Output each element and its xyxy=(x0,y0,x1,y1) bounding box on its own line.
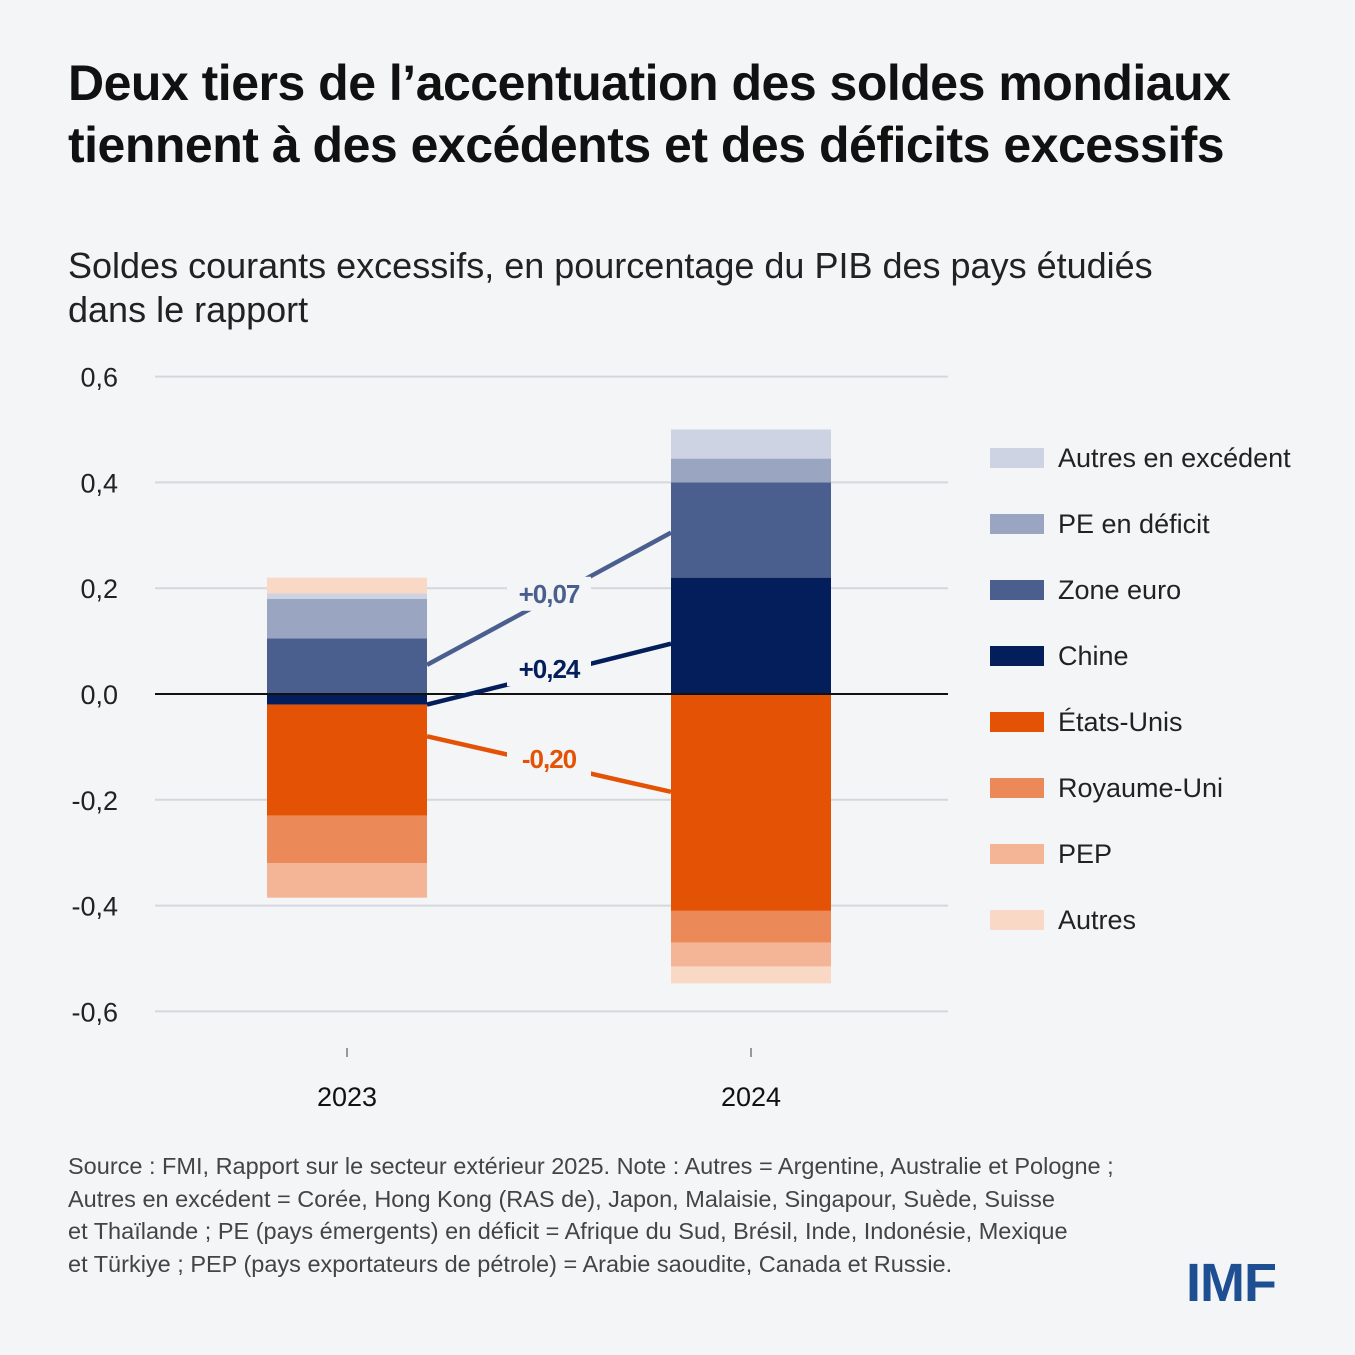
bar-segment-royaume-uni-2024 xyxy=(671,910,831,943)
bar-segment-autres-2024 xyxy=(671,966,831,984)
change-label-bg xyxy=(507,742,591,777)
legend-item: Autres xyxy=(990,887,1291,953)
bar-segment-zone-euro-2023 xyxy=(267,638,427,694)
legend-item: PE en déficit xyxy=(990,491,1291,557)
y-tick-label: 0,2 xyxy=(80,574,118,604)
bar-segment-pe-en-d-ficit-2023 xyxy=(267,598,427,639)
bar-segment-royaume-uni-2023 xyxy=(267,815,427,864)
legend-label: Chine xyxy=(1058,640,1129,671)
change-label: +0,24 xyxy=(519,654,581,684)
y-tick-label: -0,2 xyxy=(71,786,118,816)
legend-item: Chine xyxy=(990,623,1291,689)
legend-swatch xyxy=(990,712,1044,732)
bar-segment-autres-2023 xyxy=(267,577,427,594)
source-note: Source : FMI, Rapport sur le secteur ext… xyxy=(68,1153,1114,1277)
y-tick-label: 0,6 xyxy=(80,363,118,393)
legend-item: États-Unis xyxy=(990,689,1291,755)
y-tick-label: 0,4 xyxy=(80,468,118,498)
legend-swatch xyxy=(990,778,1044,798)
change-annotations: +0,07 +0,24 -0,20 xyxy=(425,530,673,795)
legend-item: PEP xyxy=(990,821,1291,887)
change-label: +0,07 xyxy=(519,579,580,609)
axis-ticks: 0,6 0,4 0,2 0,0 -0,2 -0,4 -0,6 2023 2024 xyxy=(71,363,781,1112)
y-tick-label: 0,0 xyxy=(80,680,118,710)
bar-segment--tats-unis-2024 xyxy=(671,694,831,911)
x-tick-label: 2023 xyxy=(317,1082,377,1112)
y-tick-label: -0,4 xyxy=(71,892,118,922)
change-label-bg xyxy=(507,652,591,687)
change-label-bg xyxy=(507,576,591,611)
legend-item: Royaume-Uni xyxy=(990,755,1291,821)
legend-swatch xyxy=(990,448,1044,468)
bar-segment-chine-2024 xyxy=(671,577,831,694)
legend-label: PEP xyxy=(1058,838,1113,869)
legend-item: Autres en excédent xyxy=(990,425,1291,491)
change-label: -0,20 xyxy=(522,744,577,774)
chart-title: Deux tiers de l’accentuation des soldes … xyxy=(68,55,1231,173)
bar-segment-pep-2023 xyxy=(267,863,427,898)
bar-segment-chine-2023 xyxy=(267,694,427,705)
legend-item: Zone euro xyxy=(990,557,1291,623)
bar-segment-pep-2024 xyxy=(671,942,831,967)
legend-label: États-Unis xyxy=(1058,706,1183,737)
chart-subtitle: Soldes courants excessifs, en pourcentag… xyxy=(68,245,1153,330)
legend-swatch xyxy=(990,844,1044,864)
legend-swatch xyxy=(990,910,1044,930)
legend-label: Autres xyxy=(1058,904,1137,935)
x-tick-label: 2024 xyxy=(721,1082,781,1112)
bar-segment-autres-en-exc-dent-2024 xyxy=(671,429,831,459)
legend-label: PE en déficit xyxy=(1058,508,1210,539)
legend: Autres en excédent PE en déficit Zone euro… xyxy=(990,425,1291,953)
y-tick-label: -0,6 xyxy=(71,997,118,1027)
bars xyxy=(267,429,831,984)
legend-swatch xyxy=(990,646,1044,666)
legend-swatch xyxy=(990,580,1044,600)
legend-label: Autres en excédent xyxy=(1058,442,1291,473)
bar-segment-pe-en-d-ficit-2024 xyxy=(671,458,831,483)
legend-label: Royaume-Uni xyxy=(1058,772,1224,803)
legend-label: Zone euro xyxy=(1058,574,1182,605)
bar-segment-zone-euro-2024 xyxy=(671,482,831,578)
imf-logo: IMF xyxy=(1186,1253,1277,1313)
legend-swatch xyxy=(990,514,1044,534)
bar-segment-autres-en-exc-dent-2023 xyxy=(267,593,427,599)
bar-segment--tats-unis-2023 xyxy=(267,704,427,816)
